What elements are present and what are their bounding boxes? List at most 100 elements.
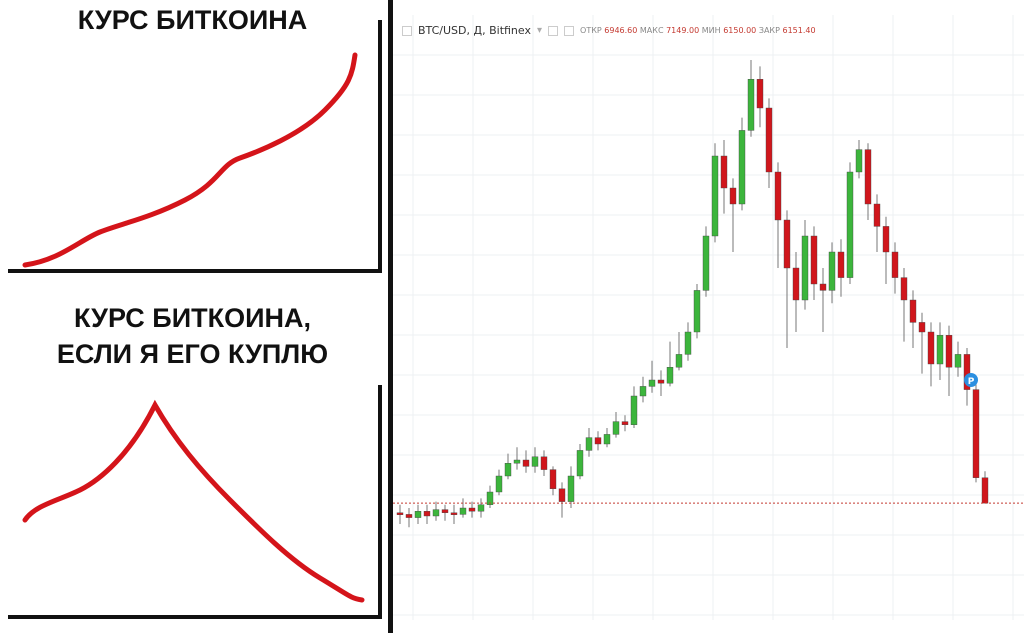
chart-grid (393, 15, 1024, 620)
candle-body (522, 459, 530, 467)
candle-body (432, 509, 440, 517)
candle-body (846, 171, 854, 278)
candle (549, 466, 557, 496)
candle (396, 504, 404, 524)
candle (945, 325, 953, 396)
chart-legend: BTC/USD, Д, Bitfinex ▾ ОТКР 6946.60 МАКС… (402, 24, 816, 37)
eye-icon[interactable] (548, 25, 559, 36)
candle-body (441, 509, 449, 514)
candle-body (738, 130, 746, 205)
candle (711, 143, 719, 243)
candle (918, 312, 926, 374)
candle (486, 485, 494, 508)
candle-body (675, 354, 683, 368)
candle-body (648, 379, 656, 387)
candle (531, 447, 539, 473)
candle (675, 332, 683, 371)
candle-body (801, 235, 809, 301)
p-badge[interactable]: P (964, 373, 978, 387)
candle (765, 98, 773, 188)
candle (819, 268, 827, 332)
candle-body (702, 235, 710, 291)
candle (576, 444, 584, 480)
candle-body (747, 78, 755, 131)
p-badge-label: P (968, 377, 975, 387)
candle-body (405, 514, 413, 518)
candle (855, 140, 863, 179)
collapse-icon[interactable] (402, 25, 412, 36)
candle (513, 447, 521, 470)
candle-body (891, 251, 899, 278)
candle (981, 471, 989, 504)
candle (621, 415, 629, 432)
candle (630, 386, 638, 428)
candle-body (963, 354, 971, 390)
candle (540, 450, 548, 476)
candle (522, 450, 530, 473)
candle-body (639, 386, 647, 397)
candle-body (396, 512, 404, 515)
bottom-axes (8, 385, 382, 619)
settings-icon[interactable] (564, 25, 575, 36)
candle-body (756, 78, 764, 109)
candle-body (873, 203, 881, 227)
candle-body (423, 511, 431, 517)
candle-body (882, 226, 890, 253)
candle (459, 498, 467, 518)
candle (909, 290, 917, 348)
candle (882, 216, 890, 284)
candle (783, 210, 791, 348)
candle (864, 143, 872, 220)
candle-body (783, 219, 791, 269)
candle-body (693, 290, 701, 333)
candle-body (855, 149, 863, 173)
candle-body (558, 488, 566, 502)
candle-body (711, 155, 719, 237)
candle-body (666, 367, 674, 384)
candle-body (630, 395, 638, 425)
candle-body (594, 437, 602, 445)
candle-body (468, 507, 476, 512)
candle (585, 428, 593, 457)
candle-body (486, 491, 494, 506)
candle (477, 498, 485, 518)
candle (936, 322, 944, 380)
candle-body (972, 389, 980, 478)
candle (954, 341, 962, 377)
candle-body (504, 463, 512, 477)
candle (558, 482, 566, 518)
candle (810, 226, 818, 300)
candle (846, 162, 854, 284)
candle-body (945, 335, 953, 368)
candle-body (837, 251, 845, 278)
candle (594, 431, 602, 451)
candle (639, 376, 647, 403)
candle (729, 178, 737, 252)
candle-body (414, 511, 422, 518)
candle-body (819, 283, 827, 291)
candle-body (909, 299, 917, 323)
top-panel-title: КУРС БИТКОИНА (77, 5, 308, 35)
candle (450, 504, 458, 524)
candle-body (657, 379, 665, 384)
ohlc-readout: ОТКР 6946.60 МАКС 7149.00 МИН 6150.00 ЗА… (580, 26, 816, 35)
candle (405, 508, 413, 528)
candle (432, 501, 440, 521)
candle (738, 117, 746, 211)
symbol-label[interactable]: BTC/USD, Д, Bitfinex (418, 24, 531, 37)
candle (441, 504, 449, 521)
candle-body (450, 512, 458, 515)
candle-body (477, 504, 485, 512)
chevron-down-icon[interactable]: ▾ (537, 25, 543, 36)
candle (873, 194, 881, 252)
candle-body (954, 354, 962, 368)
candle (837, 239, 845, 297)
bottom-panel-title-line2: ЕСЛИ Я ЕГО КУПЛЮ (56, 339, 329, 369)
candle-body (576, 450, 584, 477)
candle-body (513, 459, 521, 464)
candle-body (936, 335, 944, 365)
meme-drawings (8, 20, 382, 619)
candle-body (774, 171, 782, 221)
candle-body (603, 434, 611, 445)
candlestick-chart[interactable]: P (393, 0, 1024, 633)
